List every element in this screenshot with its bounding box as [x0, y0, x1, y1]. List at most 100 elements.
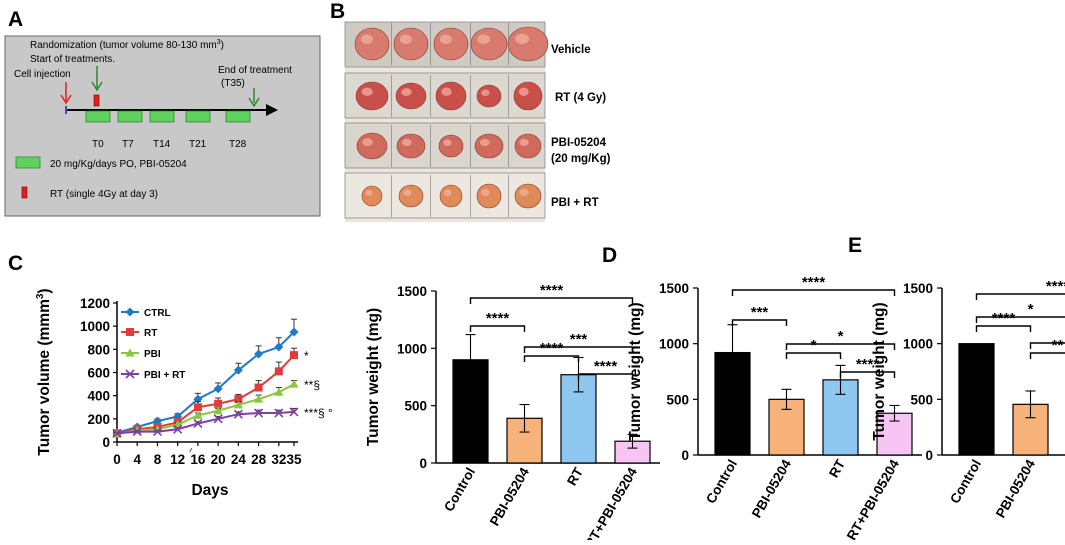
- tumor-highlight: [443, 139, 451, 146]
- legend-label: PBI + RT: [144, 370, 185, 381]
- photo-label-vehicle: Vehicle: [551, 44, 591, 56]
- data-point: [126, 308, 135, 317]
- timepoint-t14: T14: [153, 139, 171, 150]
- start-treatment-text: Start of treatments.: [30, 54, 115, 65]
- dosing-block-t14: [150, 111, 174, 122]
- y-tick-label: 400: [87, 389, 110, 404]
- data-point: [255, 384, 263, 392]
- legend-label: RT: [144, 328, 157, 339]
- tumor-specimen: [399, 185, 423, 207]
- data-point: [275, 367, 283, 375]
- photo-label-pbi-dose: (20 mg/Kg): [551, 153, 611, 165]
- category-label: Control: [703, 457, 740, 506]
- y-tick-label: 600: [87, 366, 110, 381]
- series-line: [117, 332, 294, 433]
- legend-rt-text: RT (single 4Gy at day 3): [50, 189, 158, 200]
- y-tick-label: 1500: [659, 281, 689, 296]
- end-significance: **§: [304, 378, 320, 392]
- series-pbi-rt: ***§ °: [113, 406, 333, 437]
- x-tick-label: 20: [211, 452, 226, 467]
- tumor-highlight: [362, 88, 373, 96]
- dosing-block-t7: [118, 111, 142, 122]
- y-tick-label: 1000: [80, 319, 110, 334]
- tumor-highlight: [477, 34, 490, 44]
- treatment-schedule: Randomization (tumor volume 80-130 mm3) …: [5, 36, 320, 216]
- significance-label: **: [1052, 337, 1064, 354]
- photo-label-rt: RT (4 Gy): [555, 92, 606, 104]
- series-line: [117, 384, 294, 434]
- dosing-block-t0: [86, 111, 110, 122]
- panel-label-a: A: [8, 8, 23, 31]
- x-tick-label: 0: [113, 452, 121, 467]
- data-point: [290, 380, 299, 388]
- significance-label: ****: [594, 358, 618, 375]
- tumor-highlight: [441, 88, 452, 96]
- tumor-highlight: [362, 138, 373, 146]
- significance-label: *: [811, 337, 817, 354]
- y-tick-label: 500: [910, 392, 933, 407]
- timepoint-t21: T21: [189, 139, 207, 150]
- tumor-specimen: [515, 134, 541, 158]
- dosing-block-t28: [226, 111, 250, 122]
- significance-label: *: [838, 328, 844, 345]
- significance-label: ****: [486, 310, 510, 327]
- y-tick-label: 500: [666, 392, 689, 407]
- tumor-highlight: [402, 139, 412, 146]
- category-label: RT+PBI-05204: [582, 465, 640, 540]
- significance-bracket: [977, 317, 1065, 323]
- tumor-specimen: [471, 28, 507, 60]
- tumor-photo-panel: Vehicle RT (4 Gy) PBI-05204 (20 mg/Kg) P…: [345, 22, 611, 222]
- photo-label-combo: PBI + RT: [551, 197, 599, 209]
- significance-label: ****: [802, 274, 826, 291]
- tumor-highlight: [361, 34, 373, 44]
- category-label: RT: [564, 464, 586, 488]
- y-tick-label: 1200: [80, 296, 110, 311]
- data-point: [290, 351, 298, 359]
- tumor-highlight: [440, 34, 452, 44]
- category-label: PBI-05204: [749, 457, 795, 521]
- timepoint-t7: T7: [122, 139, 134, 150]
- tumor-specimen: [394, 28, 428, 60]
- significance-label: ***: [751, 304, 769, 321]
- legend-drug-swatch: [16, 157, 40, 168]
- tumor-highlight: [403, 189, 411, 196]
- tumor-specimen: [436, 82, 466, 110]
- tumor-specimen: [362, 186, 382, 206]
- tumor-highlight: [401, 88, 412, 96]
- x-tick-label: 16: [190, 452, 206, 467]
- tumor-specimen: [357, 133, 387, 159]
- bar-ylabel: Tumor weight (mg): [871, 302, 888, 440]
- tumor-specimen: [440, 185, 462, 207]
- tumor-specimen: [477, 85, 501, 107]
- end-significance: *: [304, 349, 309, 363]
- category-label: PBI-05204: [487, 465, 533, 529]
- x-tick-label: 32: [271, 452, 286, 467]
- y-tick-label: 0: [102, 435, 110, 450]
- tumor-specimen: [397, 134, 425, 158]
- line-xlabel: Days: [191, 482, 228, 499]
- randomization-text: Randomization (tumor volume 80-130 mm3): [30, 39, 224, 51]
- significance-label: ****: [992, 310, 1016, 327]
- x-tick-label: 28: [251, 452, 267, 467]
- significance-label: ****: [1046, 278, 1065, 295]
- timepoint-t28: T28: [229, 139, 247, 150]
- panel-label-b: B: [330, 0, 345, 23]
- cell-injection-text: Cell injection: [14, 69, 71, 80]
- data-point: [126, 328, 134, 336]
- category-label: Control: [947, 457, 984, 506]
- dosing-block-t21: [186, 111, 210, 122]
- tumor-specimen: [508, 27, 548, 61]
- x-tick-label: 12: [170, 452, 185, 467]
- tumor-specimen: [439, 135, 463, 157]
- significance-label: *: [1028, 301, 1034, 318]
- tumor-highlight: [480, 139, 490, 146]
- end-treatment-text: End of treatment: [218, 65, 292, 76]
- y-tick-label: 1000: [397, 341, 427, 356]
- panel-label-d: D: [602, 244, 617, 267]
- end-treatment-t35: (T35): [221, 78, 245, 89]
- legend-rt-swatch: [22, 187, 27, 198]
